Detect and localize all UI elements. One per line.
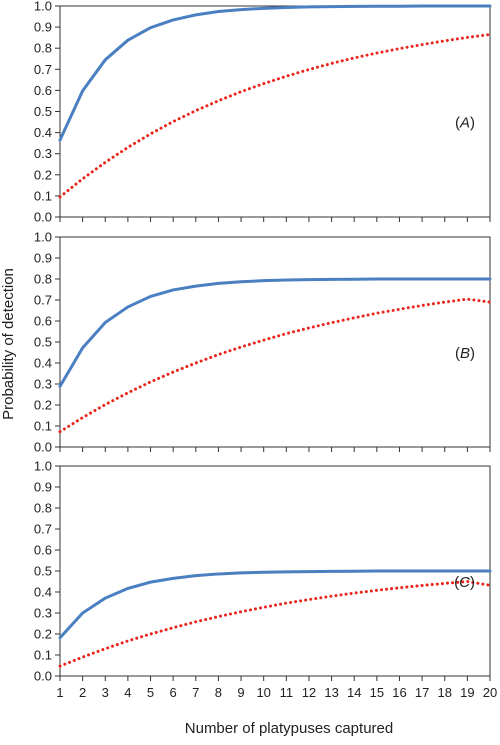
x-tick-labels: 1 2 3 4 5 6 7 8 9 10 11 12 13 14 15 16 17 18 19 20 — [56, 685, 497, 700]
y-tick-label: 1.0 — [34, 459, 52, 474]
y-tick-label: 0.5 — [34, 104, 52, 119]
x-tick-label: 1 — [56, 685, 63, 700]
y-tick-label: 0.1 — [34, 419, 52, 434]
y-tick-label: 0.0 — [34, 669, 52, 684]
y-tick-label: 0.6 — [34, 83, 52, 98]
y-axis-title: Probability of detection — [0, 268, 17, 420]
x-tick-label: 19 — [460, 685, 474, 700]
y-tick-label: 0.3 — [34, 146, 52, 161]
panel-c: 0.0 0.1 0.2 0.3 0.4 0.5 0.6 0.7 0.8 0.9 1.0 (C) — [34, 459, 492, 684]
x-tick-label: 7 — [192, 685, 199, 700]
y-tick-label: 0.7 — [34, 62, 52, 77]
y-tick-label: 1.0 — [34, 230, 52, 245]
y-tick-label: 0.2 — [34, 167, 52, 182]
x-tick-label: 8 — [215, 685, 222, 700]
panel-a: 0.0 0.1 0.2 0.3 0.4 0.5 0.6 0.7 0.8 0.9 1.0 (A) — [34, 0, 492, 225]
x-tick-label: 6 — [170, 685, 177, 700]
series-line-dotted — [58, 297, 492, 434]
y-tick-label: 0.8 — [34, 41, 52, 56]
x-tick-label: 12 — [302, 685, 316, 700]
series-line-dotted — [58, 32, 492, 199]
y-tick-label: 0.9 — [34, 480, 52, 495]
y-tick-label: 0.1 — [34, 188, 52, 203]
panel-label-a: (A) — [455, 114, 475, 131]
plot-frame — [59, 236, 491, 448]
series-line-solid — [58, 4, 492, 142]
series-line-dotted — [58, 580, 492, 668]
y-tick-label: 0.9 — [34, 251, 52, 266]
y-tick-label: 0.2 — [34, 627, 52, 642]
x-tick-label: 20 — [483, 685, 497, 700]
y-tick-label: 0.7 — [34, 293, 52, 308]
y-tick-label: 0.9 — [34, 20, 52, 35]
y-tick-label: 1.0 — [34, 0, 52, 14]
x-tick-label: 18 — [438, 685, 452, 700]
panel-label-c: (C) — [454, 574, 475, 591]
panel-label-b: (B) — [455, 345, 475, 362]
x-tick-label: 2 — [79, 685, 86, 700]
x-tick-label: 13 — [324, 685, 338, 700]
x-tick-label: 9 — [237, 685, 244, 700]
y-tick-label: 0.1 — [34, 648, 52, 663]
y-tick-label: 0.4 — [34, 356, 52, 371]
y-tick-label: 0.4 — [34, 125, 52, 140]
x-tick-label: 5 — [147, 685, 154, 700]
y-tick-label: 0.3 — [34, 377, 52, 392]
y-tick-label: 0.5 — [34, 335, 52, 350]
x-tick-label: 14 — [347, 685, 361, 700]
plot-frame — [59, 5, 491, 218]
y-tick-label: 0.2 — [34, 398, 52, 413]
x-tick-label: 16 — [392, 685, 406, 700]
y-tick-label: 0.7 — [34, 522, 52, 537]
panels-group: 0.00.10.20.30.40.50.60.70.80.91.0(A)0.00… — [34, 0, 492, 684]
x-tick-label: 11 — [280, 685, 294, 700]
y-tick-label: 0.0 — [34, 210, 52, 225]
y-tick-label: 0.4 — [34, 585, 52, 600]
y-tick-label: 0.5 — [34, 564, 52, 579]
panel-b: 0.0 0.1 0.2 0.3 0.4 0.5 0.6 0.7 0.8 0.9 1.0 (B) — [34, 230, 492, 455]
x-tick-label: 3 — [102, 685, 109, 700]
y-tick-label: 0.8 — [34, 501, 52, 516]
y-tick-label: 0.6 — [34, 543, 52, 558]
y-tick-label: 0.8 — [34, 272, 52, 287]
series-line-solid — [58, 569, 492, 640]
x-tick-label: 17 — [415, 685, 429, 700]
x-tick-label: 10 — [256, 685, 270, 700]
y-tick-label: 0.6 — [34, 314, 52, 329]
y-tick-label: 0.0 — [34, 440, 52, 455]
x-tick-label: 15 — [370, 685, 384, 700]
x-tick-label: 4 — [124, 685, 131, 700]
y-tick-label: 0.3 — [34, 606, 52, 621]
x-axis-title: Number of platypuses captured — [185, 720, 393, 737]
series-line-solid — [58, 277, 492, 388]
